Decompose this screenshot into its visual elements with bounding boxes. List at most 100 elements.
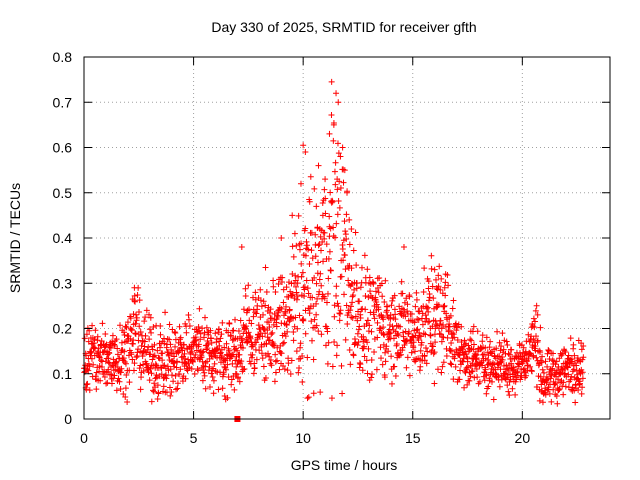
data-point (249, 343, 256, 350)
data-point (159, 357, 166, 364)
data-point (349, 299, 356, 306)
data-point (346, 216, 353, 223)
data-point (538, 359, 545, 366)
data-point (538, 381, 545, 388)
data-point (432, 276, 439, 283)
data-point (164, 363, 171, 370)
data-point (367, 288, 374, 295)
data-point (298, 273, 305, 280)
data-point (271, 311, 278, 318)
data-point (500, 346, 507, 353)
data-point (197, 336, 204, 343)
data-point (225, 374, 232, 381)
data-point (199, 349, 206, 356)
data-point (136, 297, 143, 304)
data-point (311, 274, 318, 281)
data-point (265, 350, 272, 357)
data-point (552, 380, 559, 387)
data-point (276, 366, 283, 373)
data-point (470, 346, 477, 353)
data-point (341, 291, 348, 298)
data-point (118, 365, 125, 372)
data-point (128, 326, 135, 333)
data-point (337, 307, 344, 314)
data-point (195, 341, 202, 348)
data-point (397, 351, 404, 358)
data-point (218, 331, 225, 338)
data-point (416, 329, 423, 336)
data-point (199, 325, 206, 332)
data-point (110, 356, 117, 363)
data-point (264, 327, 271, 334)
data-point (361, 252, 368, 259)
data-point (512, 391, 519, 398)
data-point (201, 372, 208, 379)
data-point (331, 168, 338, 175)
data-point (81, 335, 88, 342)
data-point (451, 334, 458, 341)
data-point (140, 367, 147, 374)
data-point (531, 324, 538, 331)
data-point (435, 272, 442, 279)
data-point (377, 344, 384, 351)
data-point (157, 344, 164, 351)
data-point (463, 364, 470, 371)
data-point (271, 342, 278, 349)
data-point (190, 341, 197, 348)
data-point (319, 212, 326, 219)
data-point (253, 356, 260, 363)
data-point (544, 376, 551, 383)
data-point (259, 333, 266, 340)
data-point (238, 358, 245, 365)
data-point (120, 355, 127, 362)
data-point (300, 142, 307, 149)
data-point (102, 358, 109, 365)
data-point (388, 302, 395, 309)
data-point (447, 360, 454, 367)
data-point (397, 323, 404, 330)
data-point (334, 186, 341, 193)
data-point (442, 292, 449, 299)
data-point (510, 364, 517, 371)
data-point (444, 271, 451, 278)
data-point (572, 399, 579, 406)
data-point (313, 280, 320, 287)
y-tick-label: 0.7 (53, 94, 73, 110)
data-point (245, 329, 252, 336)
data-point (547, 375, 554, 382)
data-point (354, 330, 361, 337)
data-point (415, 317, 422, 324)
data-point (353, 285, 360, 292)
data-point (210, 390, 217, 397)
data-point (202, 314, 209, 321)
data-point (344, 321, 351, 328)
data-point (127, 325, 134, 332)
data-point (342, 336, 349, 343)
data-point (370, 311, 377, 318)
data-point (464, 363, 471, 370)
data-point (86, 363, 93, 370)
data-point (215, 329, 222, 336)
data-point (355, 308, 362, 315)
data-point (297, 340, 304, 347)
data-point (172, 330, 179, 337)
data-point (268, 331, 275, 338)
data-point (99, 320, 106, 327)
data-point (273, 323, 280, 330)
data-point (343, 236, 350, 243)
data-point (220, 371, 227, 378)
data-point (160, 383, 167, 390)
data-point (394, 330, 401, 337)
data-point (296, 365, 303, 372)
y-tick-label: 0 (64, 411, 72, 427)
data-point (479, 332, 486, 339)
data-point (282, 303, 289, 310)
data-point (567, 335, 574, 342)
data-point (283, 284, 290, 291)
data-point (315, 328, 322, 335)
data-point (421, 265, 428, 272)
data-point (148, 370, 155, 377)
data-point (551, 381, 558, 388)
data-point (280, 362, 287, 369)
data-point (539, 399, 546, 406)
